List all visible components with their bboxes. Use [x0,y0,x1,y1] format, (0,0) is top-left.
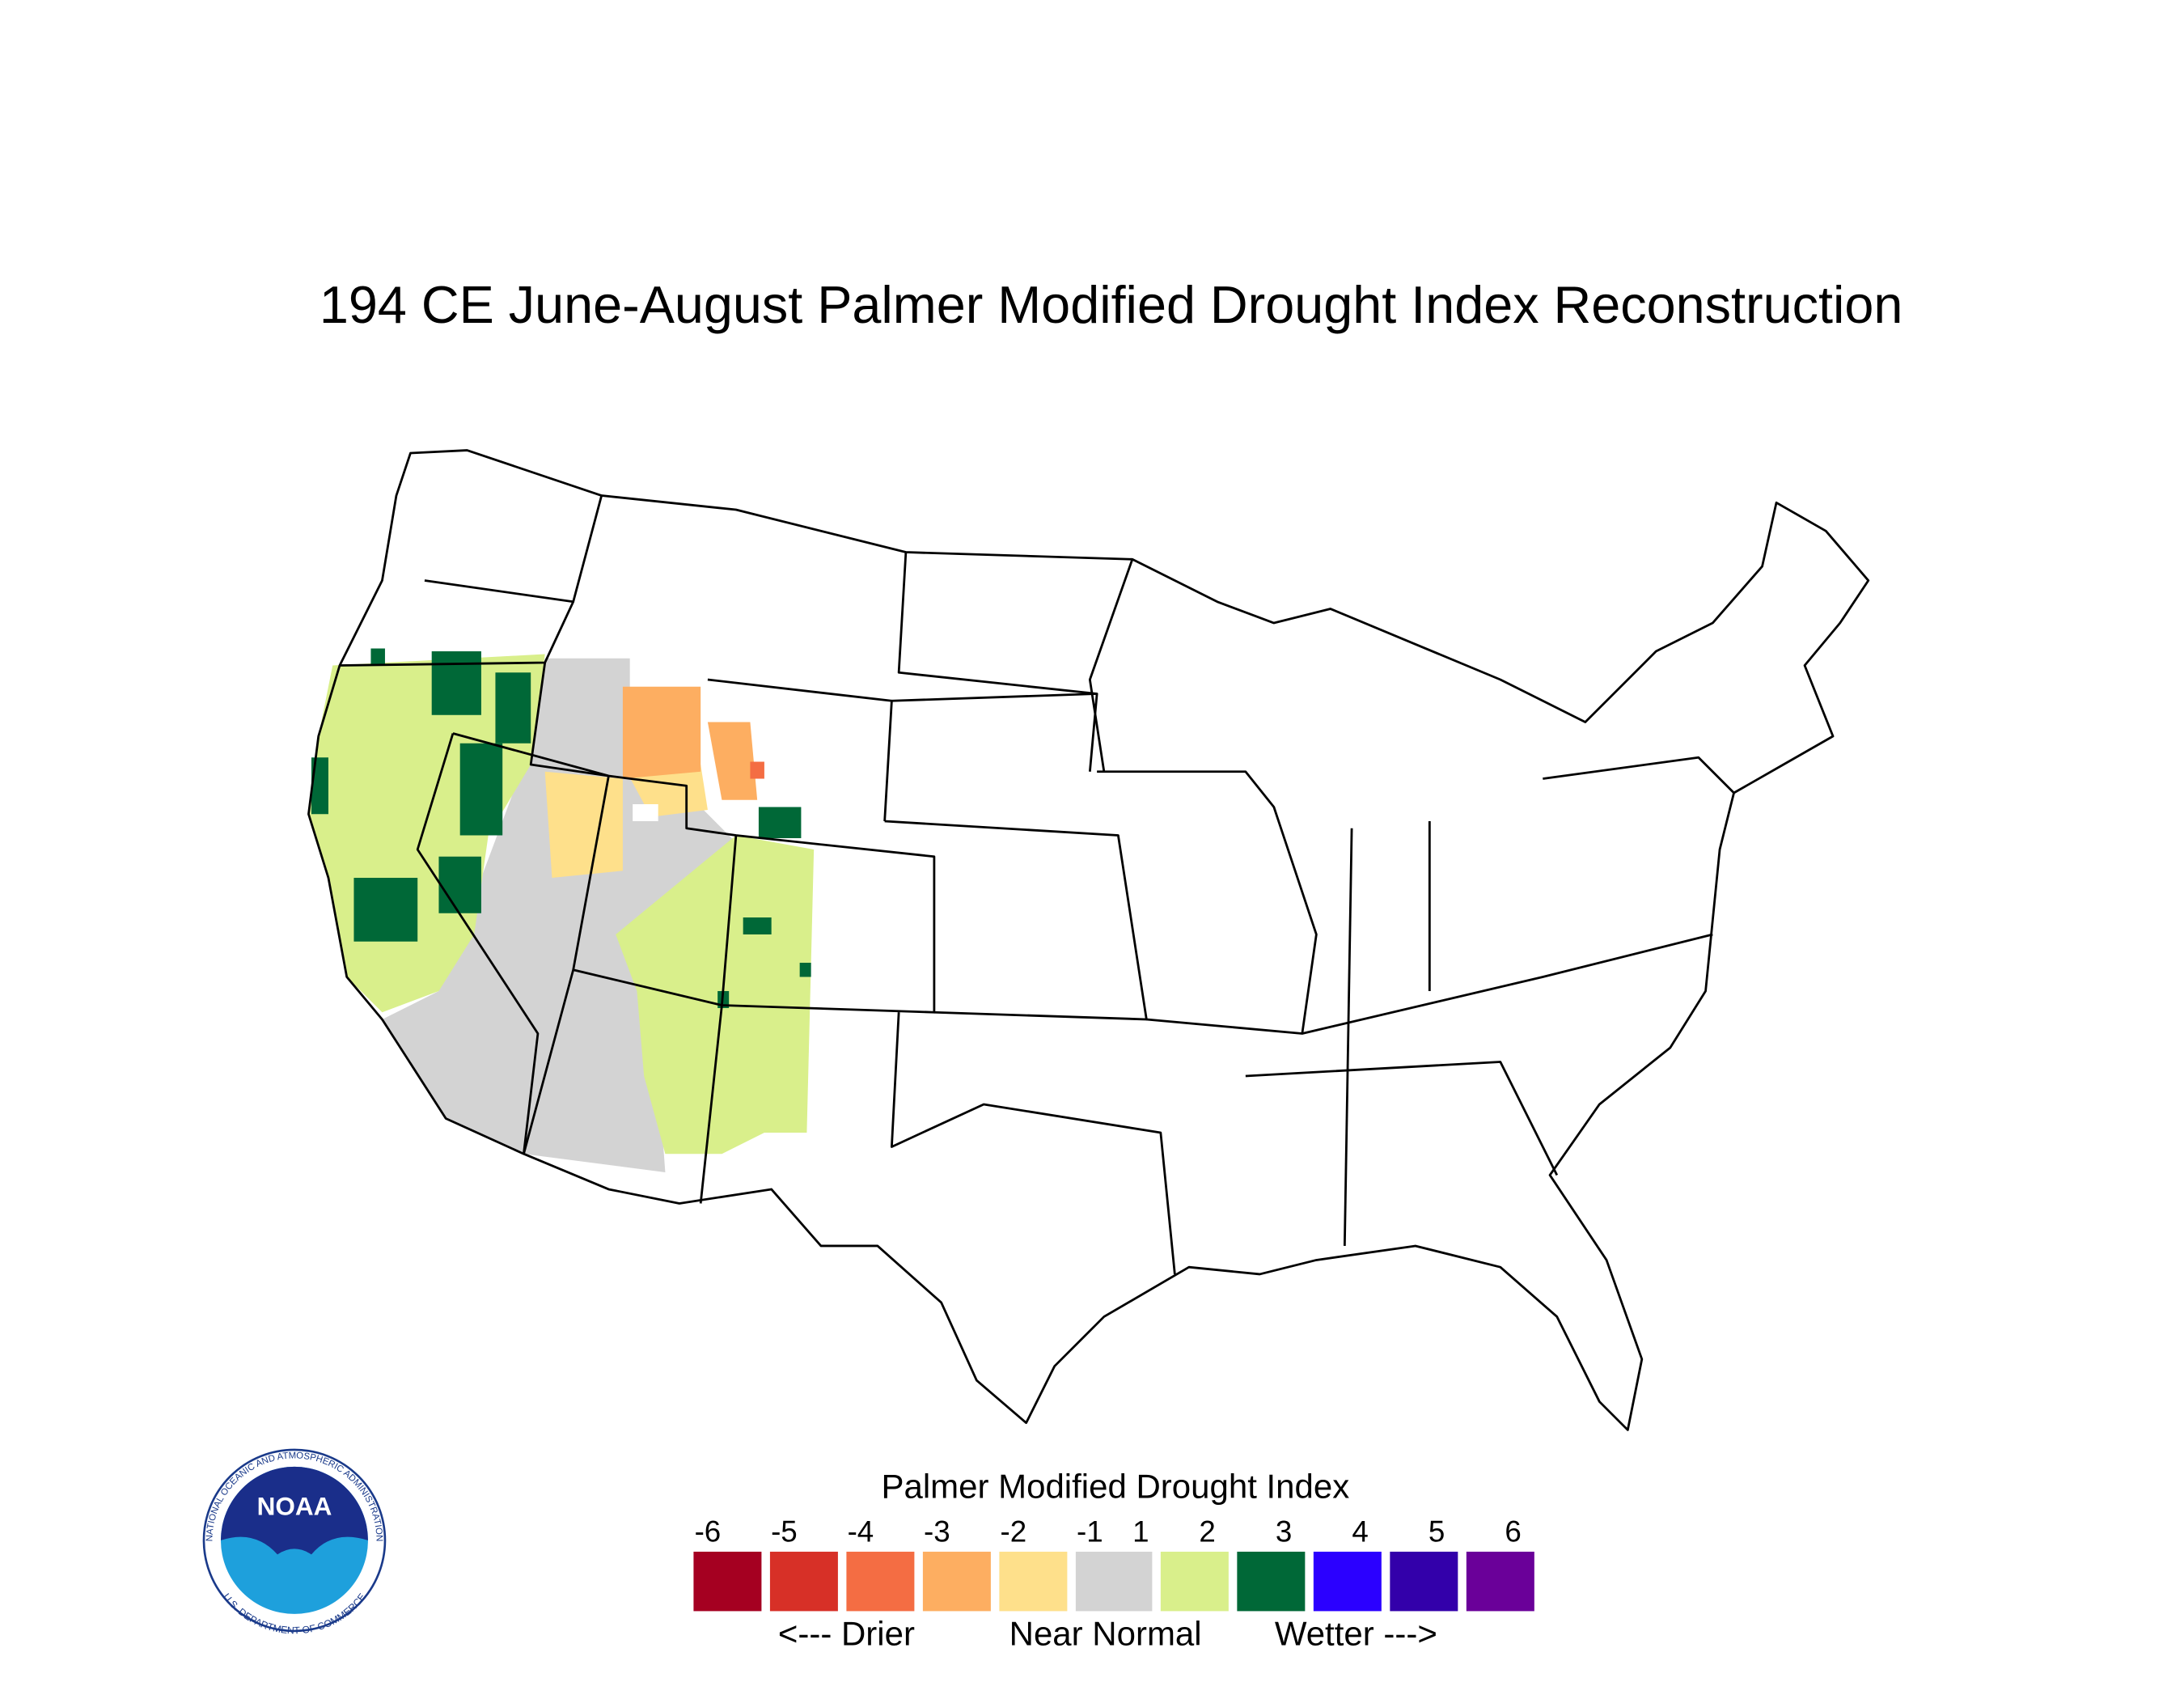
legend-tick-label: 3 [1276,1515,1292,1549]
state-line [523,775,610,1155]
legend-swatch [999,1551,1068,1612]
state-line [890,1012,1176,1275]
very-wet-area [495,672,531,744]
legend-swatch [1237,1551,1306,1612]
state-line [416,733,540,1155]
dry-area [707,722,758,800]
legend-tick-label: 5 [1428,1515,1445,1549]
legend-swatch [1390,1551,1458,1612]
map-title: 194 CE June-August Palmer Modified Droug… [320,275,1903,334]
very-wet-area [758,807,802,839]
legend-tick-label: 1 [1132,1515,1149,1549]
state-line [529,662,609,777]
dry-area [750,761,764,779]
state-line [1245,1061,1559,1176]
very-wet-area [431,651,481,715]
state-line [1543,756,1735,794]
legend-swatch [1313,1551,1382,1612]
legend-swatch [846,1551,915,1612]
very-wet-area [459,743,503,836]
legend: Palmer Modified Drought Index -6 -5 -4 -3 -2… [693,1467,1534,1652]
dry-area [622,686,701,779]
legend-tick-label: 4 [1352,1515,1368,1549]
drought-cells [308,648,815,1172]
state-line [1302,933,1713,1035]
legend-tick-label: -4 [848,1515,874,1549]
legend-swatch [1160,1551,1229,1612]
no-data-cell [633,804,658,822]
state-line [884,820,1148,1021]
very-wet-area [370,648,385,666]
legend-swatch [922,1551,991,1612]
legend-caption: Wetter ---> [1275,1614,1437,1652]
legend-tick-label: -5 [771,1515,798,1549]
state-line [897,552,1098,772]
legend-tick-label: -2 [1001,1515,1027,1549]
dry-area [544,771,623,878]
very-wet-area [799,962,811,977]
very-wet-area [438,856,481,913]
legend-tick-label: -6 [695,1515,722,1549]
state-borders [307,449,1870,1431]
state-line [424,495,603,604]
noaa-logo: NOAA NATIONAL OCEANIC AND ATMOSPHERIC AD… [202,1448,387,1636]
very-wet-area [743,917,772,934]
legend-caption: Near Normal [1009,1614,1202,1652]
logo-text: NOAA [257,1491,332,1520]
legend-title: Palmer Modified Drought Index [881,1467,1349,1505]
legend-swatch [693,1551,762,1612]
legend-swatch [769,1551,838,1612]
logo-sky [220,1466,368,1555]
very-wet-area [311,757,328,815]
legend-swatch [1466,1551,1534,1612]
legend-tick-label: 2 [1199,1515,1215,1549]
legend-tick-label: -1 [1077,1515,1103,1549]
state-line [891,693,1098,702]
state-line [699,835,738,1204]
state-line [1088,558,1134,772]
legend-swatch [1075,1551,1153,1612]
legend-tick-label: -3 [924,1515,950,1549]
wet-area [616,835,815,1155]
very-wet-area [353,877,418,942]
state-line [1343,828,1353,1246]
legend-tick-label: 6 [1505,1515,1521,1549]
state-line [1097,770,1318,1035]
legend-caption: <--- Drier [778,1614,915,1652]
us-outline [307,449,1870,1431]
